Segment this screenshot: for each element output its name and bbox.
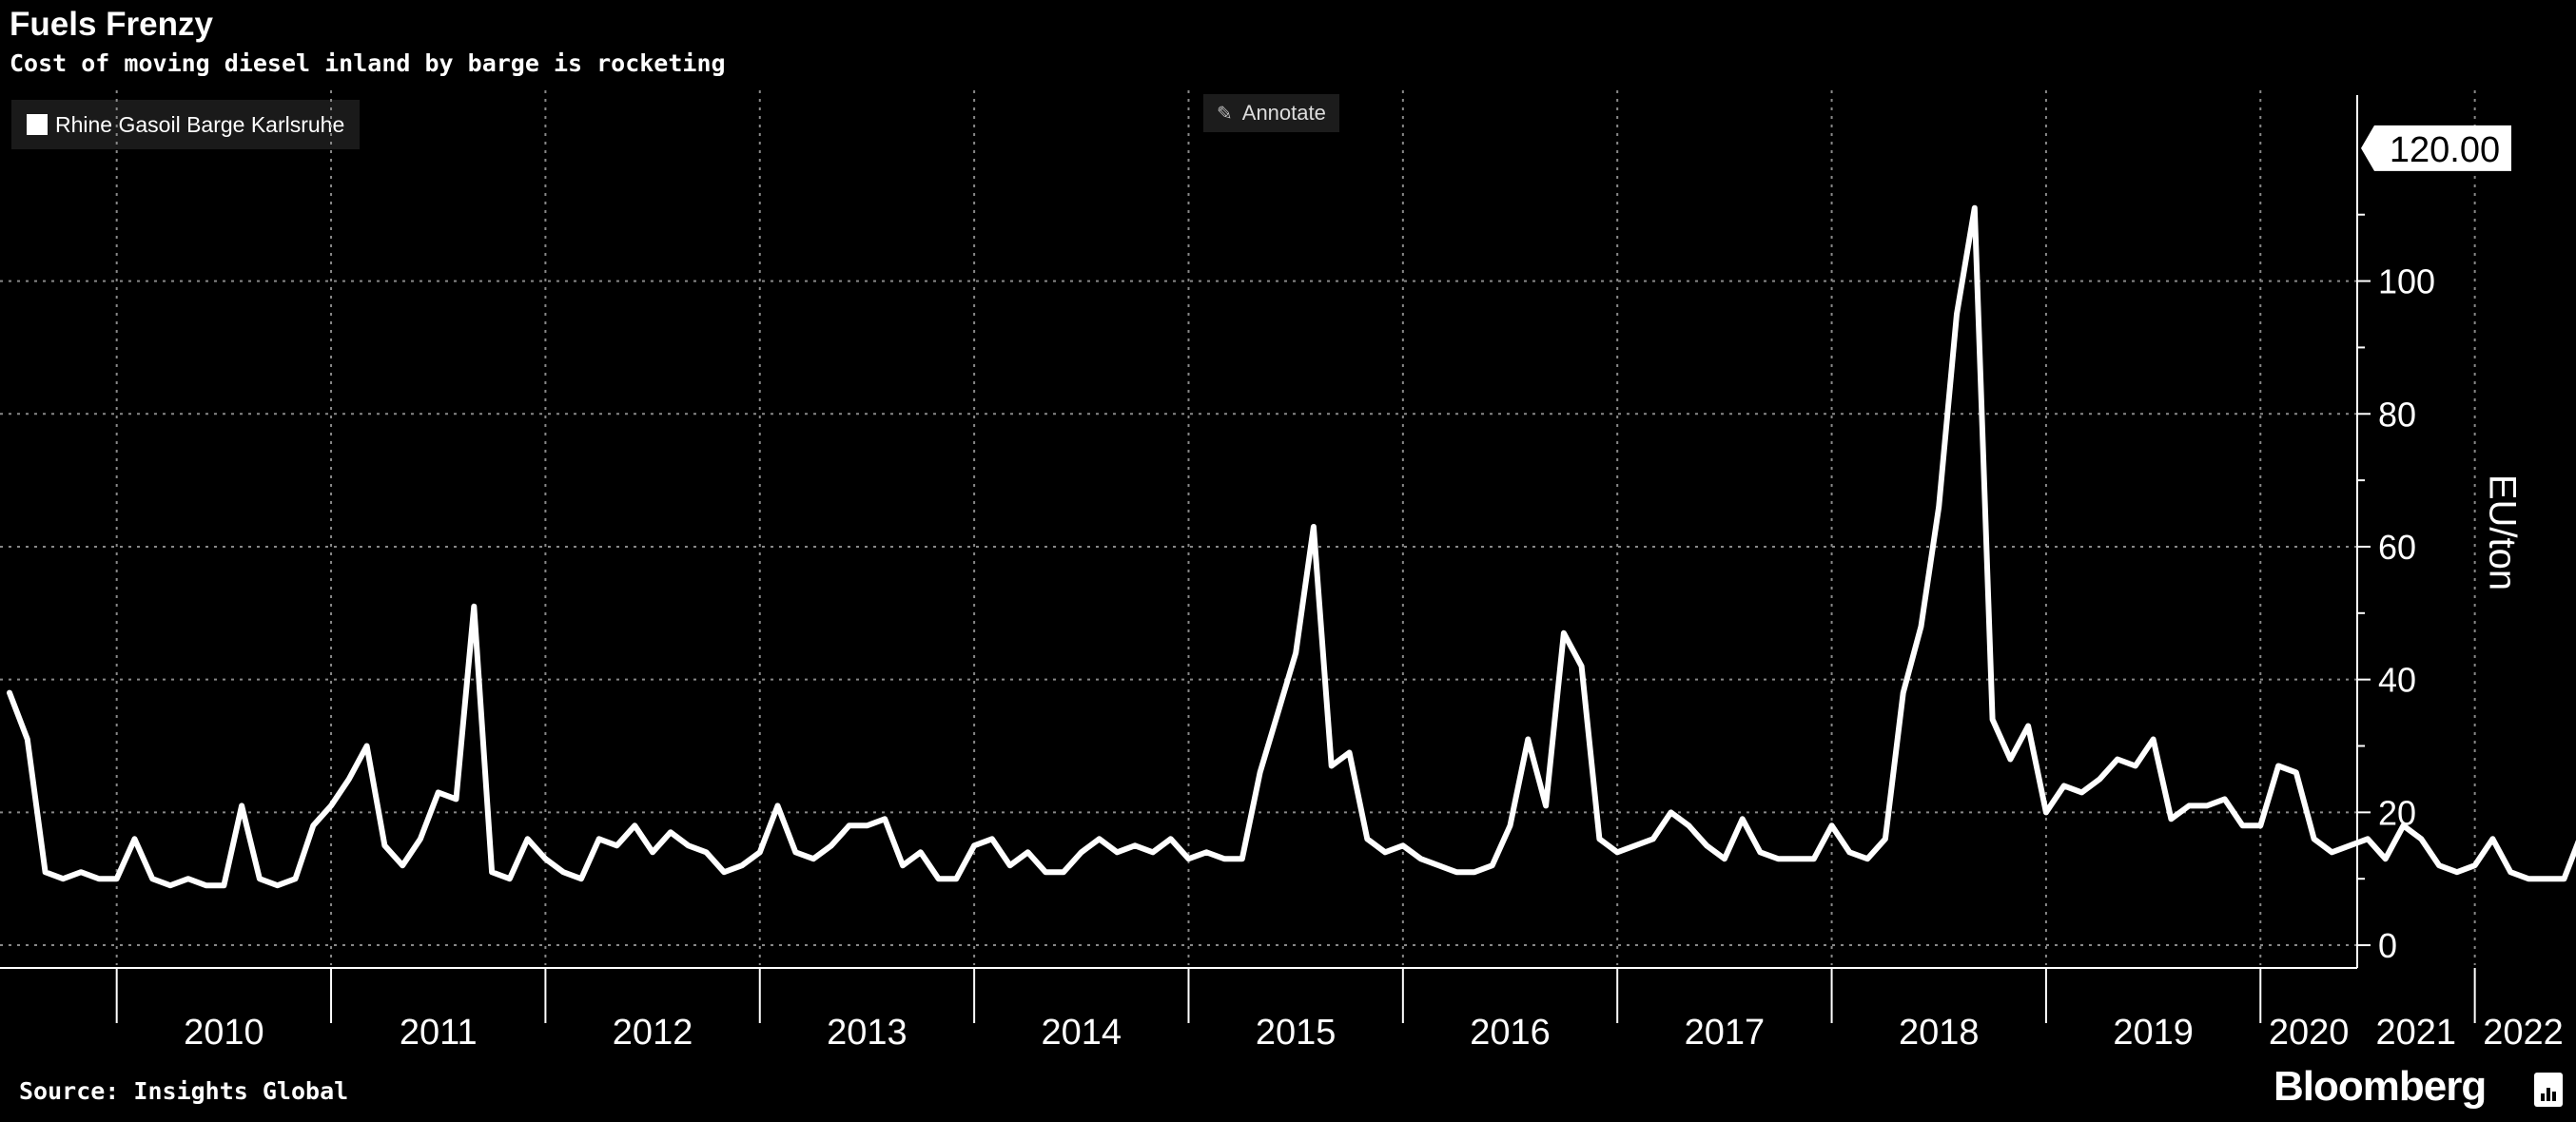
- series-line-rhine-gasoil-barge: [7, 204, 2576, 889]
- y-tick-label: 20: [2378, 793, 2416, 832]
- svg-text:120.00: 120.00: [2390, 130, 2500, 170]
- x-tick-label: 2017: [1685, 1013, 1766, 1053]
- annotate-label: Annotate: [1241, 101, 1326, 125]
- x-tick-label: 2016: [1470, 1013, 1551, 1053]
- x-tick-label: 2018: [1899, 1013, 1980, 1053]
- x-tick-label: 2012: [613, 1013, 693, 1053]
- x-tick-label: 2015: [1256, 1013, 1337, 1053]
- x-tick-label: 2020: [2269, 1013, 2350, 1053]
- y-tick-label: 100: [2378, 262, 2435, 301]
- y-tick-label: 80: [2378, 395, 2416, 434]
- annotate-button[interactable]: ✎ Annotate: [1203, 94, 1339, 132]
- brand-logo: Bloomberg: [2274, 1063, 2487, 1110]
- x-tick-label: 2022: [2483, 1013, 2564, 1053]
- x-tick-label: 2011: [400, 1013, 478, 1053]
- bloomberg-terminal-icon: [2534, 1073, 2563, 1107]
- legend-label: Rhine Gasoil Barge Karlsruhe: [55, 111, 345, 137]
- x-tick-label: 2010: [184, 1013, 264, 1053]
- legend-swatch: [27, 114, 48, 135]
- source-note: Source: Insights Global: [19, 1077, 349, 1105]
- y-tick-label: 0: [2378, 926, 2397, 965]
- chart-title: Fuels Frenzy: [10, 6, 213, 43]
- y-tick-label: 40: [2378, 661, 2416, 700]
- pencil-icon: ✎: [1217, 103, 1233, 125]
- x-tick-label: 2021: [2376, 1013, 2457, 1053]
- last-value-label: 120.00: [2361, 125, 2511, 171]
- legend[interactable]: Rhine Gasoil Barge Karlsruhe: [11, 100, 361, 149]
- x-tick-label: 2019: [2113, 1013, 2194, 1053]
- x-tick-label: 2013: [827, 1013, 907, 1053]
- y-tick-label: 60: [2378, 528, 2416, 567]
- chart-subtitle: Cost of moving diesel inland by barge is…: [10, 49, 726, 77]
- x-tick-label: 2014: [1042, 1013, 1122, 1053]
- y-axis-label: EU/ton: [2481, 474, 2524, 591]
